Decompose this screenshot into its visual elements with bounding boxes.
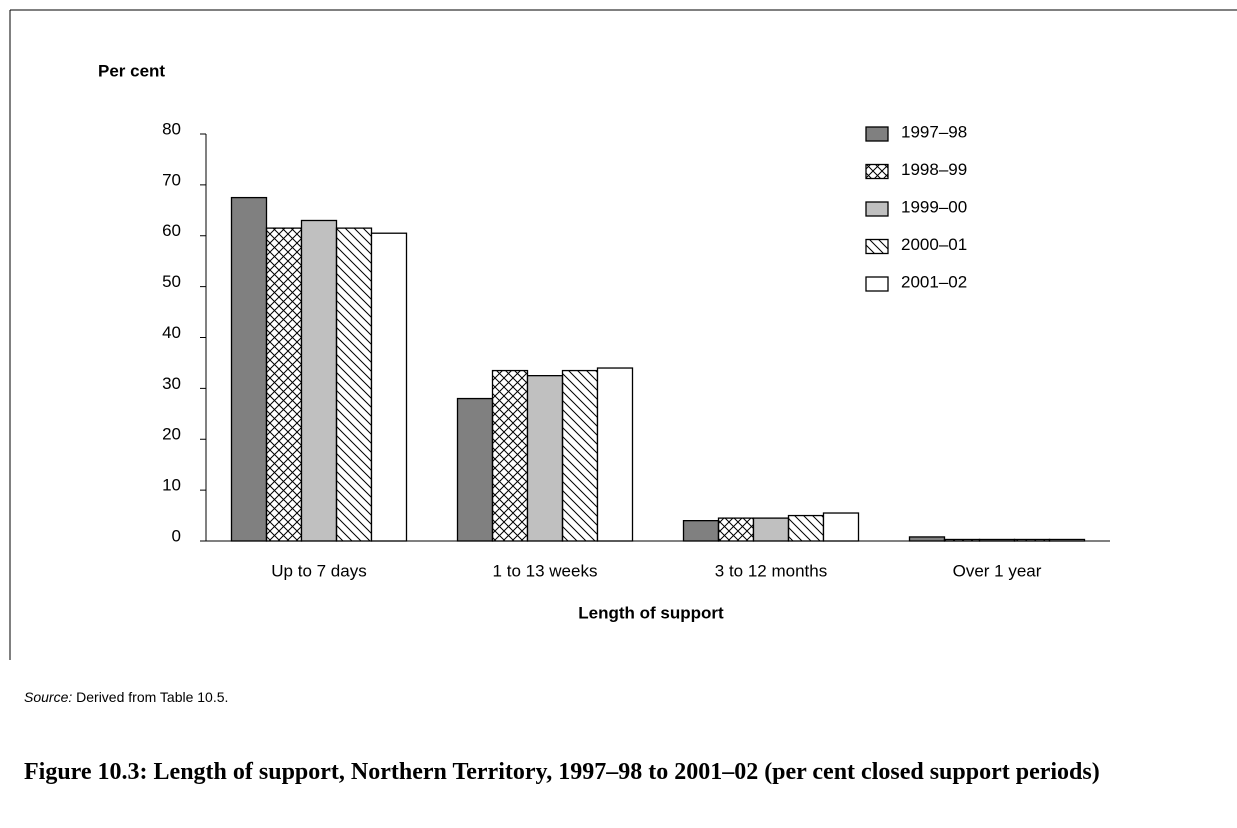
y-tick-label: 60 bbox=[162, 221, 181, 240]
bar bbox=[943, 538, 981, 542]
legend-swatch bbox=[865, 276, 889, 292]
legend-swatch bbox=[865, 238, 889, 255]
source: Source: Derived from Table 10.5. bbox=[24, 689, 228, 705]
bar bbox=[526, 375, 564, 542]
caption: Figure 10.3: Length of support, Northern… bbox=[24, 759, 1100, 785]
legend-swatch bbox=[865, 163, 889, 180]
y-tick-label: 80 bbox=[162, 119, 181, 138]
bar bbox=[752, 517, 790, 542]
x-tick-label: Up to 7 days bbox=[271, 561, 366, 580]
bar bbox=[300, 219, 338, 542]
source-text: Derived from Table 10.5. bbox=[76, 689, 229, 705]
bar bbox=[682, 520, 720, 542]
legend-swatch bbox=[865, 126, 889, 142]
bar bbox=[335, 227, 373, 542]
y-tick-label: 20 bbox=[162, 425, 181, 444]
bar bbox=[456, 397, 494, 542]
bar bbox=[230, 196, 268, 542]
legend-label: 1998–99 bbox=[901, 160, 967, 179]
bar bbox=[561, 369, 599, 542]
x-tick-label: 1 to 13 weeks bbox=[493, 561, 598, 580]
chart: Per cent Length of support 0 10 20 30 40 50 60… bbox=[9, 9, 1237, 660]
x-axis-label: Length of support bbox=[578, 603, 724, 622]
bar bbox=[787, 514, 825, 542]
legend-label: 1999–00 bbox=[901, 197, 967, 216]
bar bbox=[370, 232, 408, 542]
legend-label: 2001–02 bbox=[901, 272, 967, 291]
y-tick-label: 30 bbox=[162, 374, 181, 393]
y-tick-label: 40 bbox=[162, 323, 181, 342]
bar bbox=[908, 536, 946, 542]
y-tick-label: 10 bbox=[162, 476, 181, 495]
y-axis-label: Per cent bbox=[98, 61, 165, 80]
legend-label: 1997–98 bbox=[901, 122, 967, 141]
bar bbox=[596, 367, 634, 542]
x-tick-label: 3 to 12 months bbox=[715, 561, 827, 580]
bar bbox=[491, 369, 529, 542]
legend-label: 2000–01 bbox=[901, 235, 967, 254]
bar bbox=[978, 538, 1016, 542]
y-tick-label: 0 bbox=[172, 526, 181, 545]
bar bbox=[1048, 538, 1086, 542]
bar bbox=[717, 517, 755, 542]
bar bbox=[265, 227, 303, 542]
x-tick-label: Over 1 year bbox=[953, 561, 1042, 580]
bar bbox=[822, 512, 860, 542]
y-tick-label: 70 bbox=[162, 170, 181, 189]
y-tick-label: 50 bbox=[162, 272, 181, 291]
legend-swatch bbox=[865, 201, 889, 217]
bar bbox=[1013, 538, 1051, 542]
source-label: Source: bbox=[24, 689, 73, 705]
